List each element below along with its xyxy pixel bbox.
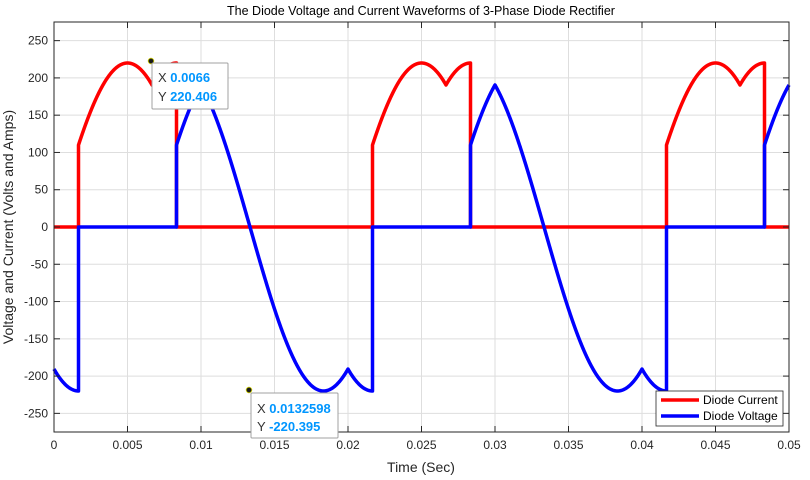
x-tick-label: 0.005 <box>112 438 142 452</box>
datatip-diode-voltage[interactable]: X 0.0132598 Y -220.395 <box>245 386 339 439</box>
x-tick-label: 0.035 <box>553 438 583 452</box>
datatip-y-row: Y -220.395 <box>257 419 320 434</box>
x-tick-label: 0.05 <box>777 438 801 452</box>
datatip-x-row: X 0.0066 <box>158 70 210 85</box>
datatip-diode-current[interactable]: X 0.0066 Y 220.406 <box>147 57 229 110</box>
datatip-y-row: Y 220.406 <box>158 89 217 104</box>
ticks: 0 0.005 0.01 0.015 0.02 0.025 0.03 0.035 0.04 0.0… <box>24 22 801 452</box>
x-tick-label: 0.04 <box>630 438 654 452</box>
legend-label-diode-voltage: Diode Voltage <box>703 409 778 423</box>
datatip-x-row: X 0.0132598 <box>257 401 331 416</box>
y-tick-label: -50 <box>31 257 49 271</box>
datatip-y-value: 220.406 <box>170 89 217 104</box>
x-axis-label: Time (Sec) <box>387 459 455 475</box>
y-tick-label: -200 <box>24 369 48 383</box>
y-tick-label: 0 <box>41 220 48 234</box>
datatip-x-label: X <box>158 70 167 85</box>
datatip-box <box>151 62 229 110</box>
y-tick-label: 100 <box>28 145 48 159</box>
datatip-y-value: -220.395 <box>269 419 320 434</box>
y-tick-label: 50 <box>35 183 49 197</box>
datatip-x-value: 0.0132598 <box>269 401 330 416</box>
y-tick-label: 200 <box>28 71 48 85</box>
x-tick-label: 0.025 <box>406 438 436 452</box>
y-tick-label: 150 <box>28 108 48 122</box>
datatip-x-label: X <box>257 401 266 416</box>
x-tick-label: 0.03 <box>483 438 507 452</box>
legend-label-diode-current: Diode Current <box>703 393 778 407</box>
datatip-marker <box>245 386 253 394</box>
datatip-y-label: Y <box>158 89 167 104</box>
y-tick-label: 250 <box>28 34 48 48</box>
x-tick-label: 0.015 <box>259 438 289 452</box>
datatip-y-label: Y <box>257 419 266 434</box>
datatip-x-value: 0.0066 <box>170 70 210 85</box>
series-line-diode-voltage <box>52 83 791 393</box>
y-axis-label: Voltage and Current (Volts and Amps) <box>0 110 16 344</box>
legend[interactable]: Diode Current Diode Voltage <box>655 390 784 427</box>
datatip-marker <box>147 57 155 65</box>
x-tick-label: 0.045 <box>700 438 730 452</box>
datatip-box <box>250 392 339 439</box>
chart-title: The Diode Voltage and Current Waveforms … <box>227 4 615 18</box>
x-tick-label: 0.02 <box>336 438 360 452</box>
y-tick-label: -250 <box>24 406 48 420</box>
legend-box <box>655 390 784 427</box>
x-tick-label: 0.01 <box>189 438 213 452</box>
y-tick-label: -100 <box>24 295 48 309</box>
x-tick-label: 0 <box>51 438 58 452</box>
y-tick-label: -150 <box>24 332 48 346</box>
